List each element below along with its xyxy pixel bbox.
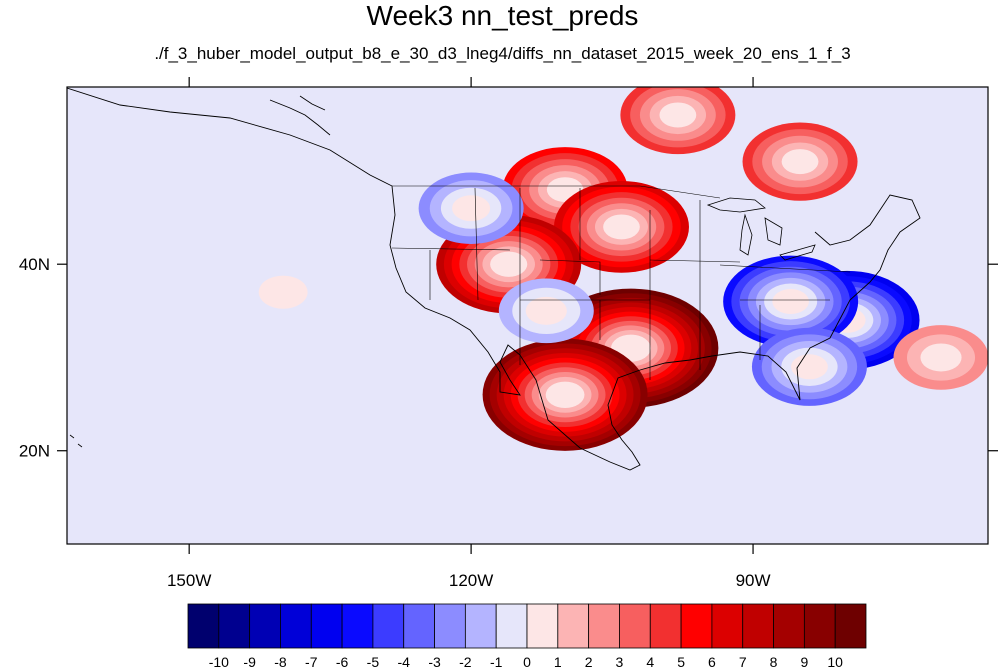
state-lines-west — [391, 187, 651, 380]
colorbar-swatch — [218, 603, 251, 649]
colorbar-swatch — [464, 603, 497, 649]
colorbar-swatch — [372, 603, 405, 649]
lake-michigan — [739, 213, 753, 256]
anomaly-field — [240, 87, 988, 451]
colorbar-swatch — [711, 603, 744, 649]
anomaly-blob — [498, 278, 594, 344]
lon-tick-label: 150W — [167, 571, 211, 590]
colorbar-swatch — [249, 603, 281, 649]
axis-ticks: 150W 120W 90W 40N 20N — [19, 77, 998, 590]
us-canada-border — [392, 185, 721, 199]
colorbar: -10 -9 -8 -7 -6 -5 -4 -3 -2 -1 0 1 2 3 4 5 6 7 8 9 10 — [187, 603, 867, 670]
anomaly-blob — [553, 180, 689, 273]
anomaly-blob — [893, 325, 988, 390]
colorbar-level-label: 5 — [677, 654, 685, 670]
colorbar-swatch — [495, 603, 528, 649]
colorbar-swatch — [341, 603, 374, 649]
colorbar-level-label: -4 — [398, 654, 411, 670]
colorbar-swatch — [280, 603, 312, 649]
colorbar-level-label: -5 — [367, 654, 380, 670]
colorbar-level-label: 9 — [800, 654, 808, 670]
colorbar-swatch — [588, 603, 620, 649]
lon-tick-label: 90W — [736, 571, 771, 590]
colorbar-level-label: 0 — [523, 654, 531, 670]
anomaly-blob — [240, 263, 326, 322]
colorbar-level-label: 10 — [827, 654, 843, 670]
anomaly-contour-11-0 — [525, 296, 567, 325]
colorbar-swatch — [526, 603, 559, 649]
lake-huron — [764, 217, 783, 246]
colorbar-swatch — [834, 603, 867, 649]
anomaly-contour-12-0 — [258, 275, 308, 309]
colorbar-swatch — [619, 603, 651, 649]
state-lines-east — [649, 200, 851, 370]
chart-title: Week3 nn_test_preds — [366, 0, 639, 31]
us-state-borders — [391, 185, 851, 380]
hawaii-islands — [69, 434, 83, 448]
anomaly-blob — [751, 327, 867, 406]
colorbar-swatch — [680, 603, 713, 649]
colorbar-swatch — [803, 603, 836, 649]
anomaly-blob — [723, 255, 859, 348]
anomaly-contour-9-0 — [791, 354, 828, 380]
colorbar-level-label: 8 — [770, 654, 778, 670]
coastlines — [67, 87, 921, 471]
colorbar-level-label: -7 — [305, 654, 318, 670]
colorbar-swatch — [403, 603, 435, 649]
colorbar-level-label: -9 — [243, 654, 256, 670]
anomaly-contour-1-0 — [603, 214, 640, 240]
anomaly-contour-6-0 — [781, 149, 819, 175]
colorbar-swatch — [649, 603, 682, 649]
coastline-north-america — [67, 87, 921, 471]
anomaly-blob — [742, 122, 858, 201]
colorbar-swatch — [310, 603, 343, 649]
lake-superior — [706, 197, 766, 213]
colorbar-level-label: 4 — [646, 654, 654, 670]
colorbar-swatch — [742, 603, 774, 649]
colorbar-swatch — [557, 603, 590, 649]
map-frame — [66, 86, 989, 545]
lat-tick-label: 40N — [19, 255, 50, 274]
anomaly-blob — [418, 172, 524, 244]
lat-tick-label: 20N — [19, 442, 50, 461]
lake-erie — [779, 244, 816, 261]
colorbar-level-label: 3 — [616, 654, 624, 670]
map-plot-area — [67, 87, 988, 544]
chart-subtitle: ./f_3_huber_model_output_b8_e_30_d3_lneg… — [154, 44, 851, 63]
anomaly-contour-5-0 — [659, 102, 697, 128]
anomaly-contour-10-0 — [452, 195, 491, 222]
colorbar-level-label: -10 — [209, 654, 229, 670]
colorbar-level-label: 6 — [708, 654, 716, 670]
colorbar-level-label: 7 — [739, 654, 747, 670]
coastline-alaska-panhandle — [269, 95, 331, 136]
anomaly-contour-13-0 — [920, 343, 962, 372]
great-lakes — [706, 197, 816, 261]
colorbar-swatch — [434, 603, 466, 649]
colorbar-level-label: -2 — [459, 654, 472, 670]
anomaly-blob — [482, 338, 648, 451]
anomaly-contour-2-0 — [490, 251, 528, 277]
anomaly-contour-8-0 — [772, 289, 809, 314]
colorbar-level-label: -8 — [274, 654, 287, 670]
colorbar-swatch — [187, 603, 220, 649]
lon-tick-label: 120W — [449, 571, 493, 590]
anomaly-contour-4-0 — [545, 381, 585, 408]
colorbar-level-label: 1 — [554, 654, 562, 670]
colorbar-level-label: -6 — [336, 654, 349, 670]
anomaly-blob — [620, 87, 736, 155]
colorbar-level-label: -3 — [428, 654, 441, 670]
colorbar-level-label: -1 — [490, 654, 503, 670]
colorbar-swatch — [773, 603, 805, 649]
colorbar-level-label: 2 — [585, 654, 593, 670]
